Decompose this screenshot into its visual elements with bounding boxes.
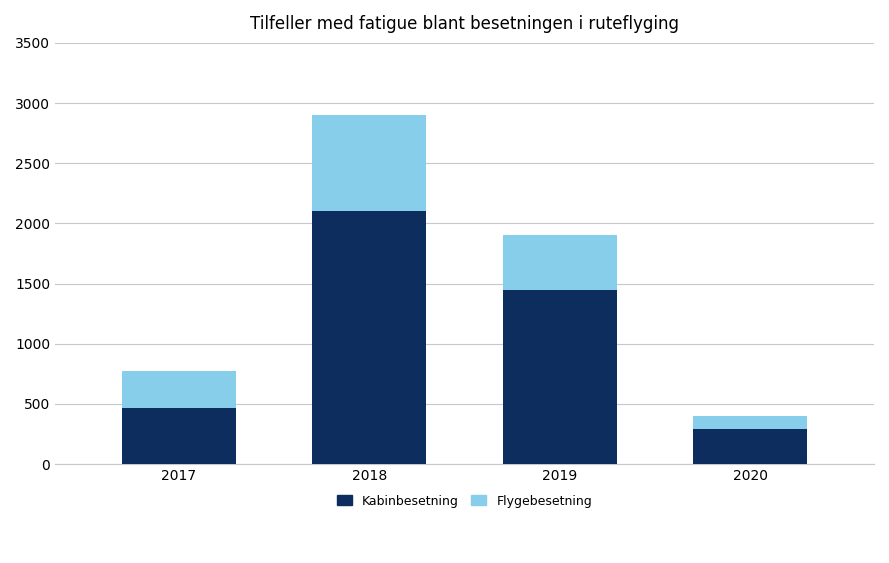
Bar xyxy=(312,115,427,211)
Bar xyxy=(312,211,427,464)
Legend: Kabinbesetning, Flygebesetning: Kabinbesetning, Flygebesetning xyxy=(332,490,597,513)
Bar xyxy=(122,371,236,408)
Bar xyxy=(502,289,617,464)
Bar xyxy=(693,429,807,464)
Bar xyxy=(693,416,807,429)
Bar xyxy=(122,408,236,464)
Bar xyxy=(502,235,617,289)
Title: Tilfeller med fatigue blant besetningen i ruteflyging: Tilfeller med fatigue blant besetningen … xyxy=(250,15,679,33)
